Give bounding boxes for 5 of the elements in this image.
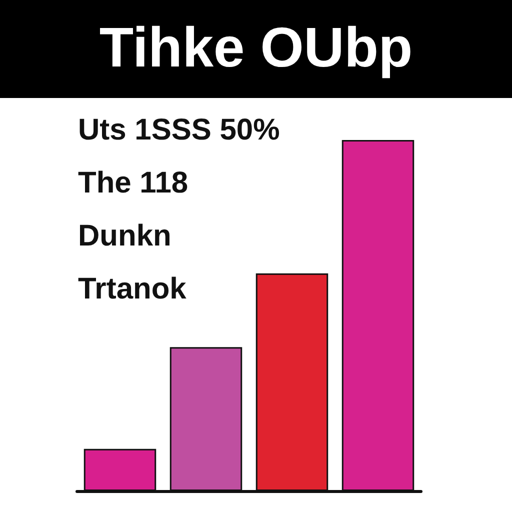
annotation: The 118 xyxy=(78,166,188,200)
annotation: Dunkn xyxy=(78,220,172,252)
annotation: Uts 1SSS 50% xyxy=(78,114,280,146)
chart-title: Tihke OUbp xyxy=(99,16,413,78)
annotation: Trtanok xyxy=(78,272,187,306)
